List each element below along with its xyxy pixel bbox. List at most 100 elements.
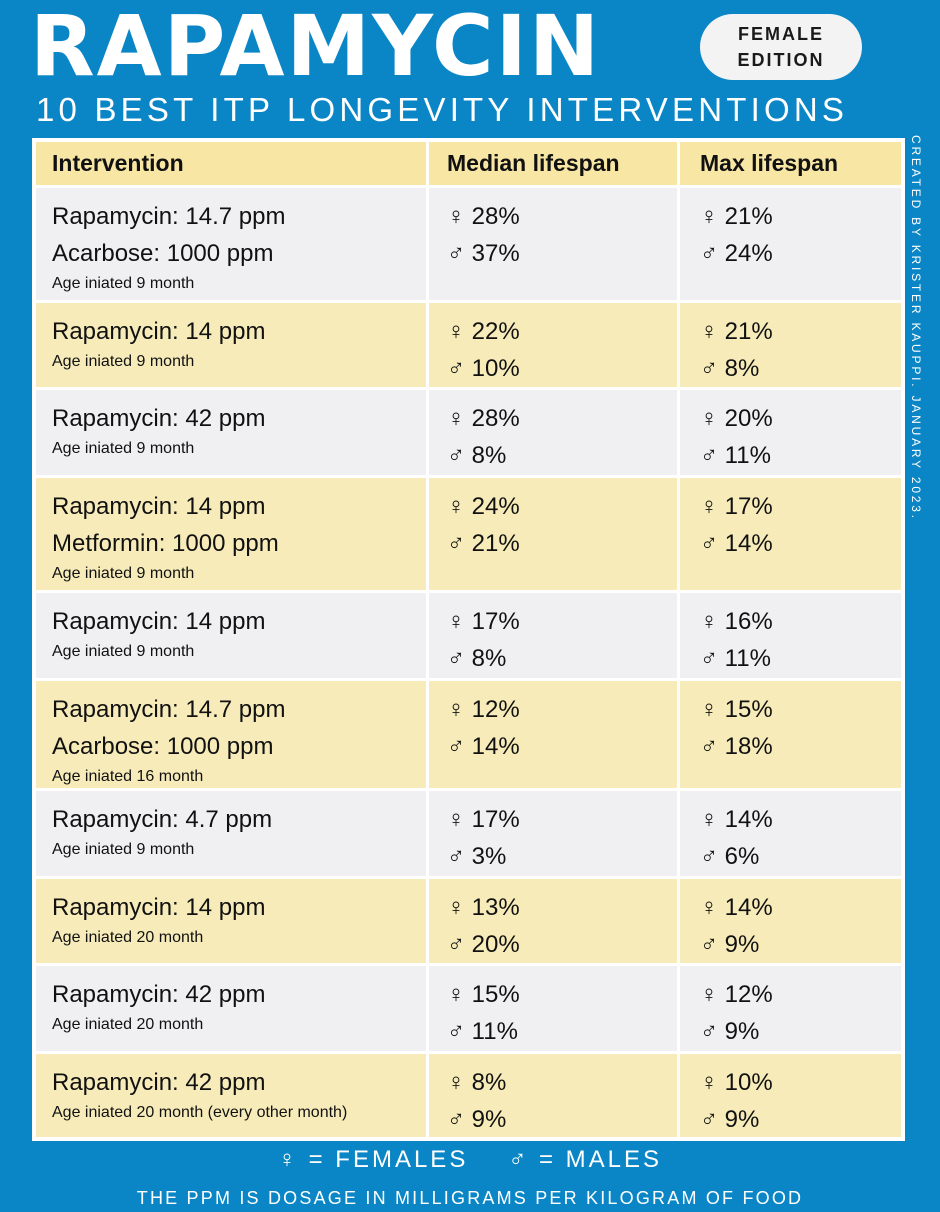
table-row: Rapamycin: 14.7 ppm Acarbose: 1000 ppm Age… (32, 188, 905, 300)
female-median-value: ♀ 22% (447, 318, 520, 345)
male-max-value: ♂ 14% (700, 530, 773, 557)
table-row: Rapamycin: 14 ppm Age iniated 9 month ♀ 22… (32, 303, 905, 387)
intervention-line: Acarbose: 1000 ppm (52, 240, 274, 267)
median-lifespan-cell: ♀ 28% ♂ 8% (429, 390, 677, 475)
median-lifespan-cell: ♀ 22% ♂ 10% (429, 303, 677, 387)
age-initiated: Age iniated 9 month (52, 841, 195, 858)
male-median-value: ♂ 3% (447, 843, 507, 870)
male-median-value: ♂ 8% (447, 645, 507, 672)
female-median-value: ♀ 8% (447, 1069, 507, 1096)
female-max-value: ♀ 10% (700, 1069, 773, 1096)
median-lifespan-cell: ♀ 8% ♂ 9% (429, 1054, 677, 1137)
footnote: THE PPM IS DOSAGE IN MILLIGRAMS PER KILO… (136, 1188, 804, 1208)
male-max-value: ♂ 18% (700, 733, 773, 760)
male-median-value: ♂ 20% (447, 931, 520, 958)
male-max-value: ♂ 11% (700, 645, 771, 672)
table-row: Rapamycin: 42 ppm Age iniated 20 month (e… (32, 1054, 905, 1137)
age-initiated: Age iniated 20 month (every other month) (52, 1104, 348, 1121)
max-lifespan-cell: ♀ 20% ♂ 11% (680, 390, 901, 475)
legend-males: ♂ = MALES (508, 1146, 663, 1173)
max-lifespan-cell: ♀ 10% ♂ 9% (680, 1054, 901, 1137)
intervention-line: Metformin: 1000 ppm (52, 530, 279, 557)
female-median-value: ♀ 17% (447, 608, 520, 635)
legend: ♀ = FEMALES ♂ = MALES (0, 1146, 940, 1174)
intervention-line: Acarbose: 1000 ppm (52, 733, 274, 760)
credit-text: CREATED BY KRISTER KAUPPI. JANUARY 2023. (909, 135, 923, 521)
intervention-line: Rapamycin: 14 ppm (52, 894, 266, 921)
age-initiated: Age iniated 20 month (52, 1016, 204, 1033)
median-lifespan-cell: ♀ 17% ♂ 3% (429, 791, 677, 876)
male-max-value: ♂ 24% (700, 240, 773, 267)
intervention-cell: Rapamycin: 42 ppm Age iniated 20 month (36, 966, 426, 1051)
male-median-value: ♂ 8% (447, 442, 507, 469)
male-median-value: ♂ 10% (447, 355, 520, 382)
intervention-cell: Rapamycin: 14 ppm Age iniated 9 month (36, 593, 426, 678)
female-median-value: ♀ 24% (447, 493, 520, 520)
male-max-value: ♂ 11% (700, 442, 771, 469)
intervention-line: Rapamycin: 14 ppm (52, 493, 266, 520)
table-header-row: Intervention Median lifespan Max lifespa… (32, 142, 905, 185)
column-header-max: Max lifespan (680, 142, 901, 185)
intervention-line: Rapamycin: 4.7 ppm (52, 806, 273, 833)
intervention-line: Rapamycin: 14 ppm (52, 318, 266, 345)
female-median-value: ♀ 28% (447, 405, 520, 432)
interventions-table: Intervention Median lifespan Max lifespa… (32, 138, 905, 1141)
badge-line-2: EDITION (737, 50, 825, 70)
intervention-cell: Rapamycin: 42 ppm Age iniated 20 month (e… (36, 1054, 426, 1137)
intervention-cell: Rapamycin: 14 ppm Metformin: 1000 ppm Age … (36, 478, 426, 590)
female-max-value: ♀ 17% (700, 493, 773, 520)
table-row: Rapamycin: 42 ppm Age iniated 9 month ♀ 28… (32, 390, 905, 475)
intervention-cell: Rapamycin: 42 ppm Age iniated 9 month (36, 390, 426, 475)
intervention-cell: Rapamycin: 14.7 ppm Acarbose: 1000 ppm Age… (36, 188, 426, 300)
female-median-value: ♀ 12% (447, 696, 520, 723)
median-lifespan-cell: ♀ 15% ♂ 11% (429, 966, 677, 1051)
max-lifespan-cell: ♀ 12% ♂ 9% (680, 966, 901, 1051)
badge-line-1: FEMALE (738, 24, 824, 44)
table-row: Rapamycin: 14.7 ppm Acarbose: 1000 ppm Age… (32, 681, 905, 788)
max-lifespan-cell: ♀ 21% ♂ 8% (680, 303, 901, 387)
intervention-line: Rapamycin: 14.7 ppm (52, 203, 286, 230)
intervention-line: Rapamycin: 14 ppm (52, 608, 266, 635)
male-max-value: ♂ 6% (700, 843, 760, 870)
female-max-value: ♀ 21% (700, 203, 773, 230)
median-lifespan-cell: ♀ 13% ♂ 20% (429, 879, 677, 963)
age-initiated: Age iniated 16 month (52, 768, 204, 785)
female-max-value: ♀ 21% (700, 318, 773, 345)
max-lifespan-cell: ♀ 14% ♂ 9% (680, 879, 901, 963)
female-max-value: ♀ 20% (700, 405, 773, 432)
table-row: Rapamycin: 4.7 ppm Age iniated 9 month ♀ 1… (32, 791, 905, 876)
table-row: Rapamycin: 14 ppm Age iniated 20 month ♀ 1… (32, 879, 905, 963)
male-max-value: ♂ 9% (700, 1106, 760, 1133)
age-initiated: Age iniated 9 month (52, 440, 195, 457)
edition-badge: FEMALE EDITION (700, 14, 862, 80)
table-row: Rapamycin: 14 ppm Metformin: 1000 ppm Age … (32, 478, 905, 590)
table-row: Rapamycin: 14 ppm Age iniated 9 month ♀ 17… (32, 593, 905, 678)
intervention-line: Rapamycin: 42 ppm (52, 405, 266, 432)
age-initiated: Age iniated 9 month (52, 353, 195, 370)
female-max-value: ♀ 14% (700, 894, 773, 921)
male-median-value: ♂ 9% (447, 1106, 507, 1133)
female-median-value: ♀ 15% (447, 981, 520, 1008)
intervention-line: Rapamycin: 14.7 ppm (52, 696, 286, 723)
intervention-cell: Rapamycin: 4.7 ppm Age iniated 9 month (36, 791, 426, 876)
intervention-line: Rapamycin: 42 ppm (52, 981, 266, 1008)
female-max-value: ♀ 15% (700, 696, 773, 723)
max-lifespan-cell: ♀ 21% ♂ 24% (680, 188, 901, 300)
male-median-value: ♂ 14% (447, 733, 520, 760)
male-median-value: ♂ 21% (447, 530, 520, 557)
female-max-value: ♀ 16% (700, 608, 773, 635)
column-header-intervention: Intervention (36, 142, 426, 185)
female-max-value: ♀ 14% (700, 806, 773, 833)
max-lifespan-cell: ♀ 15% ♂ 18% (680, 681, 901, 788)
female-median-value: ♀ 13% (447, 894, 520, 921)
max-lifespan-cell: ♀ 14% ♂ 6% (680, 791, 901, 876)
age-initiated: Age iniated 9 month (52, 643, 195, 660)
age-initiated: Age iniated 9 month (52, 565, 195, 582)
male-median-value: ♂ 37% (447, 240, 520, 267)
male-median-value: ♂ 11% (447, 1018, 518, 1045)
median-lifespan-cell: ♀ 12% ♂ 14% (429, 681, 677, 788)
max-lifespan-cell: ♀ 17% ♂ 14% (680, 478, 901, 590)
median-lifespan-cell: ♀ 17% ♂ 8% (429, 593, 677, 678)
page-subtitle: 10 BEST ITP LONGEVITY INTERVENTIONS (36, 91, 849, 128)
female-max-value: ♀ 12% (700, 981, 773, 1008)
